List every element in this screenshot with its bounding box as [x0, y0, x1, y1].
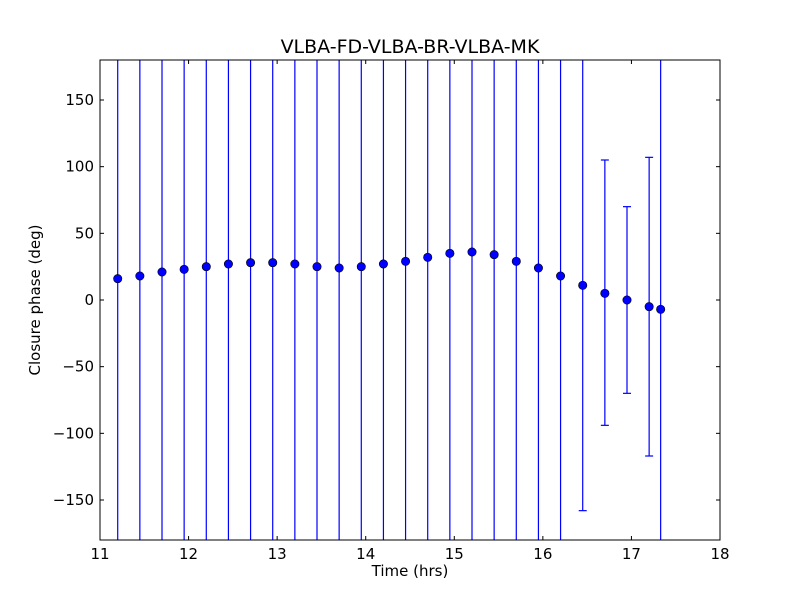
y-axis-label: Closure phase (deg) — [26, 225, 44, 376]
data-point — [467, 247, 477, 257]
data-point — [290, 259, 300, 269]
data-point — [578, 280, 588, 290]
data-point — [334, 263, 344, 273]
plot-area — [100, 60, 720, 540]
x-tick-label: 16 — [533, 545, 552, 563]
data-point — [201, 262, 211, 272]
data-point — [401, 256, 411, 266]
y-tick-label: −50 — [62, 358, 94, 376]
x-tick-label: 13 — [268, 545, 287, 563]
x-tick-label: 17 — [622, 545, 641, 563]
x-axis-label: Time (hrs) — [371, 562, 449, 580]
data-point — [378, 259, 388, 269]
data-point — [356, 262, 366, 272]
data-point — [423, 252, 433, 262]
data-point — [533, 263, 543, 273]
data-point — [135, 271, 145, 281]
data-point — [179, 264, 189, 274]
x-tick-label: 12 — [179, 545, 198, 563]
x-tick-label: 11 — [90, 545, 109, 563]
data-point — [489, 250, 499, 260]
plot-frame — [99, 59, 721, 541]
x-tick-label: 14 — [356, 545, 375, 563]
ticks-layer: 11 12 13 14 15 16 17 18 −150 −100 −50 0 50 100 150 — [53, 60, 730, 563]
data-point — [157, 267, 167, 277]
y-tick-label: −100 — [53, 424, 94, 442]
data-point — [622, 295, 632, 305]
data-point — [656, 304, 666, 314]
x-tick-label: 15 — [445, 545, 464, 563]
y-tick-label: −150 — [53, 491, 94, 509]
y-tick-label: 50 — [75, 224, 94, 242]
data-layer — [113, 60, 666, 540]
data-point — [268, 258, 278, 268]
y-tick-label: 0 — [84, 291, 94, 309]
data-point — [113, 274, 123, 284]
data-point — [600, 288, 610, 298]
data-point — [644, 302, 654, 312]
data-point — [246, 258, 256, 268]
x-tick-label: 18 — [710, 545, 729, 563]
y-tick-label: 100 — [65, 158, 94, 176]
data-point — [556, 271, 566, 281]
data-point — [445, 248, 455, 258]
chart-title: VLBA-FD-VLBA-BR-VLBA-MK — [281, 36, 540, 58]
data-point — [312, 262, 322, 272]
data-point — [223, 259, 233, 269]
y-tick-label: 150 — [65, 91, 94, 109]
data-point — [511, 256, 521, 266]
